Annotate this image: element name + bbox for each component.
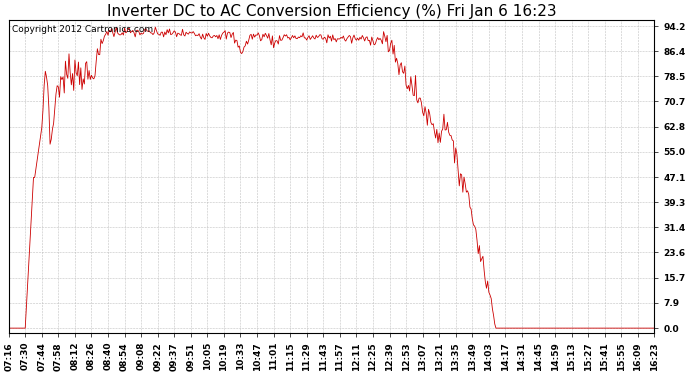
- Title: Inverter DC to AC Conversion Efficiency (%) Fri Jan 6 16:23: Inverter DC to AC Conversion Efficiency …: [107, 4, 556, 19]
- Text: Copyright 2012 Cartronics.com: Copyright 2012 Cartronics.com: [12, 25, 153, 34]
